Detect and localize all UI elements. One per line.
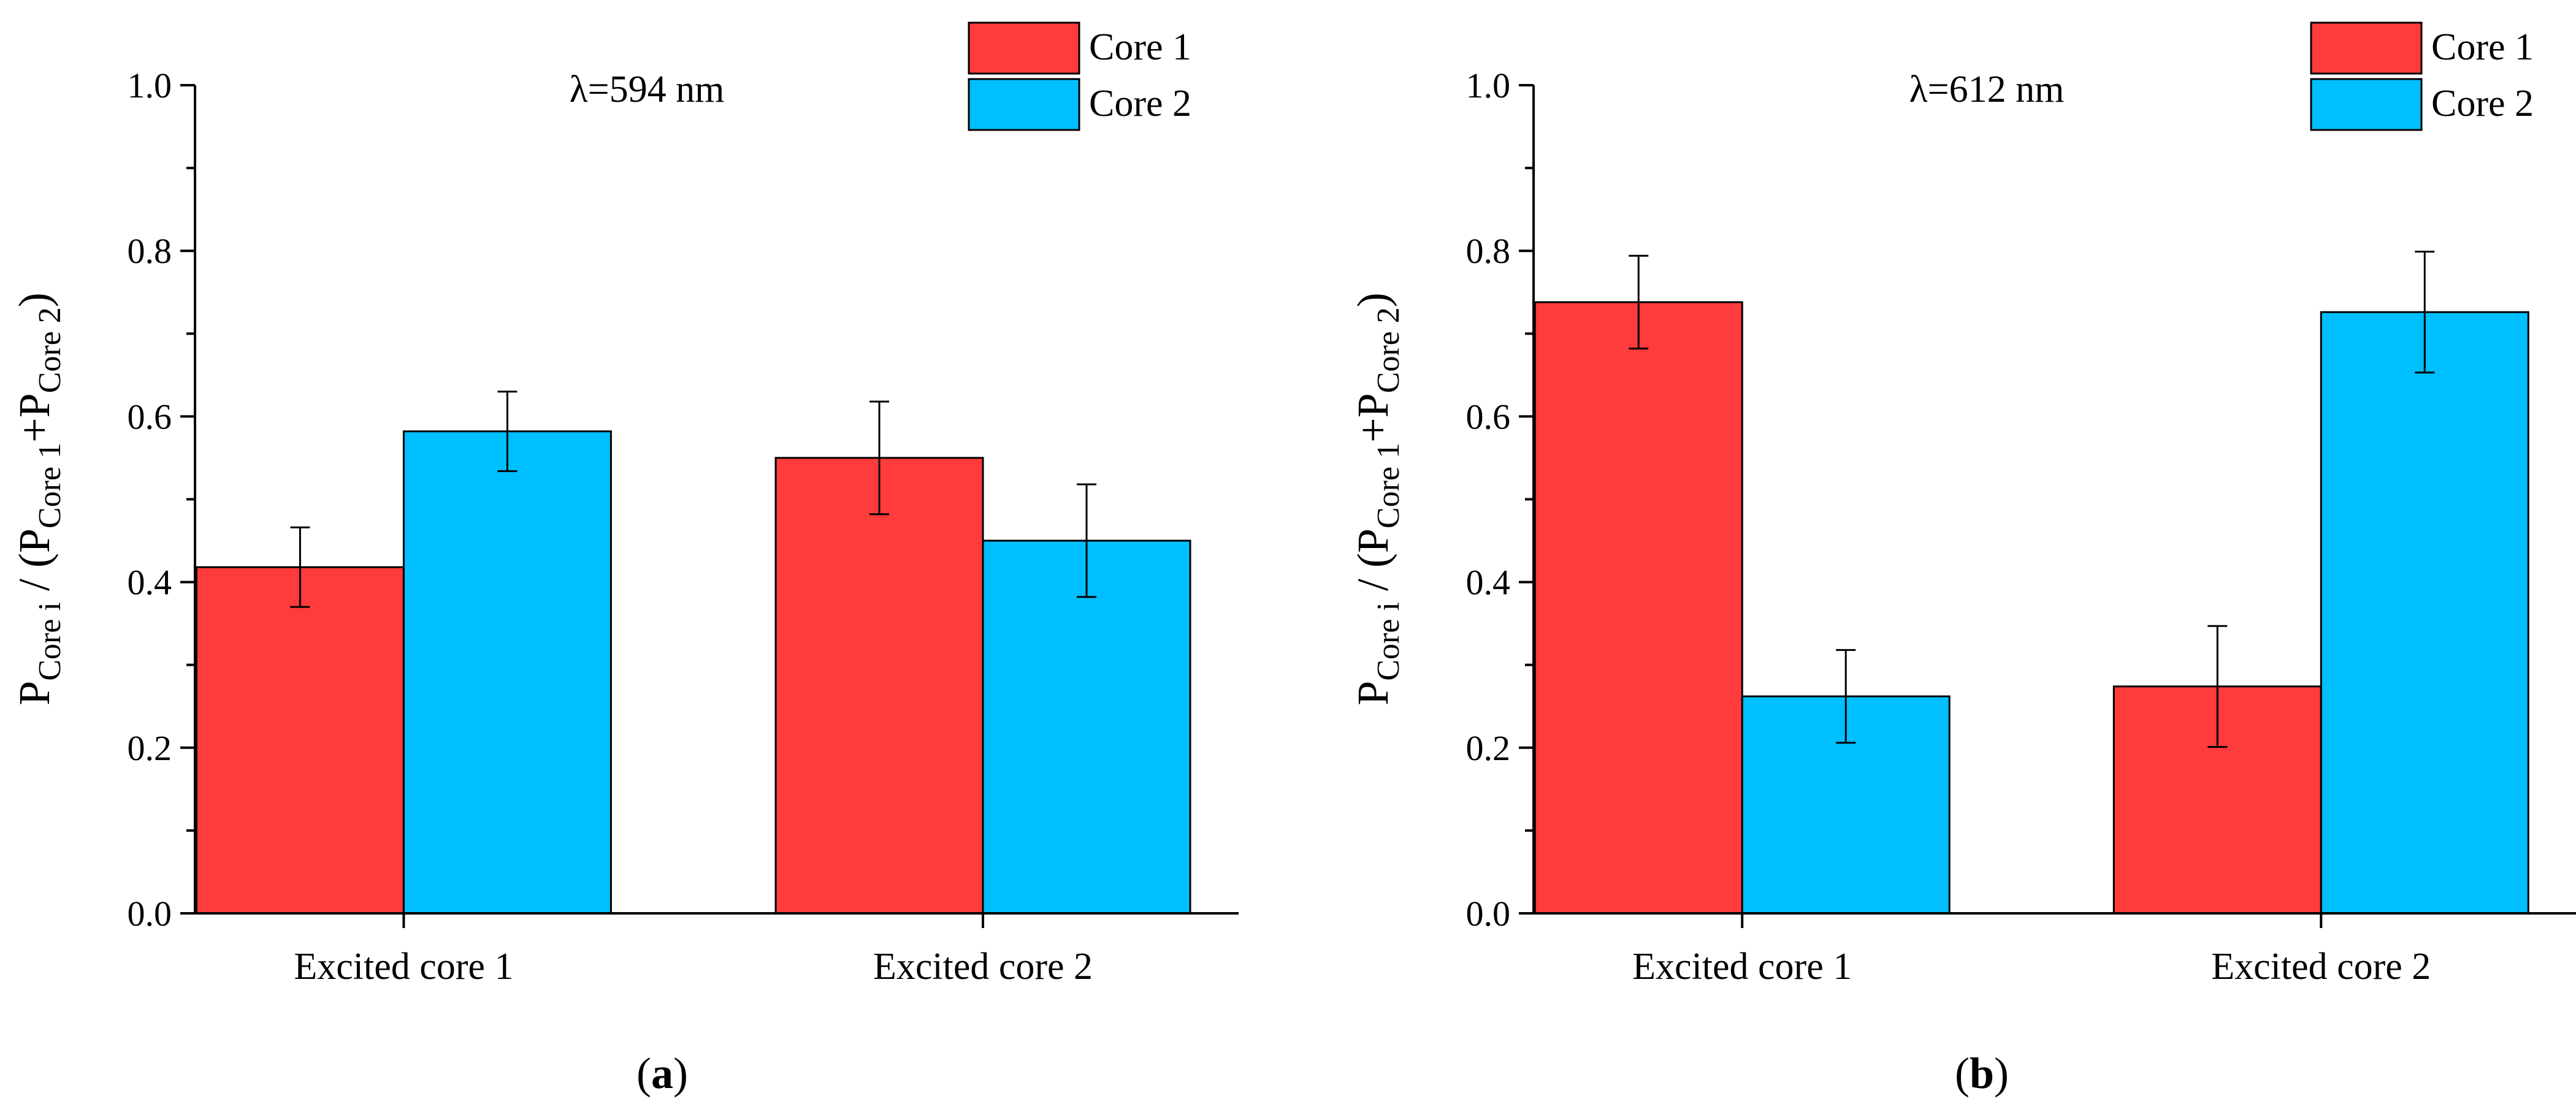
y-label-part: / (P xyxy=(10,528,59,602)
x-tick-label: Excited core 2 xyxy=(2211,946,2431,988)
y-tick-label: 0.2 xyxy=(1466,728,1511,768)
legend-swatch-1 xyxy=(2310,21,2423,75)
y-label-part: Core i xyxy=(1371,602,1406,681)
error-bar-a-1-2 xyxy=(497,390,518,473)
wavelength-annotation: λ=612 nm xyxy=(1909,69,2065,110)
bar-b-2-2 xyxy=(2320,311,2529,915)
y-label-part: Core 1 xyxy=(32,443,67,528)
y-label-part: Core 1 xyxy=(1371,443,1406,528)
legend-label-2: Core 2 xyxy=(2431,83,2534,124)
y-label-part: Core i xyxy=(32,602,67,681)
error-bar-b-1-2 xyxy=(1836,649,1856,744)
legend-swatch-2 xyxy=(2310,78,2423,131)
chart-panel-a: Excited core 1 Excited core 2 0.0 0.2 0.4 0.6… xyxy=(10,21,1239,1098)
wavelength-annotation: λ=594 nm xyxy=(570,69,725,110)
y-tick-label: 1.0 xyxy=(128,66,172,105)
legend-label-2: Core 2 xyxy=(1089,83,1191,124)
y-label-part: P xyxy=(10,681,59,706)
panel-label: (a) xyxy=(636,1049,688,1098)
y-tick-label: 1.0 xyxy=(1466,66,1511,105)
y-label-part: P xyxy=(1348,681,1397,706)
error-bar-a-1-1 xyxy=(290,526,310,608)
y-axis-label: PCore i / (PCore 1+PCore 2) xyxy=(10,292,67,705)
y-tick-label: 0.6 xyxy=(1466,397,1511,436)
y-label-part: ) xyxy=(10,292,59,307)
x-tick-label: Excited core 1 xyxy=(1632,946,1852,988)
y-tick-label: 0.4 xyxy=(1466,563,1511,603)
x-tick-label: Excited core 1 xyxy=(294,946,513,988)
y-tick-label: 0.0 xyxy=(1466,894,1511,934)
legend: Core 1 Core 2 xyxy=(968,21,1191,131)
y-tick-label: 0.8 xyxy=(128,231,172,271)
bar-a-2-1 xyxy=(774,457,984,915)
panel-label: (b) xyxy=(1955,1049,2009,1098)
error-bar-b-1-1 xyxy=(1629,254,1649,350)
error-bar-b-2-2 xyxy=(2415,251,2435,374)
panel-letter: a xyxy=(651,1049,673,1098)
y-tick-label: 0.4 xyxy=(128,563,172,603)
error-bar-a-2-2 xyxy=(1077,483,1097,598)
legend-label-1: Core 1 xyxy=(1089,26,1191,68)
panel-letter: b xyxy=(1970,1049,1994,1098)
y-tick-label: 0.6 xyxy=(128,397,172,436)
y-label-part: Core 2 xyxy=(32,307,67,393)
y-tick-label: 0.2 xyxy=(128,728,172,768)
y-label-part: Core 2 xyxy=(1371,307,1406,393)
y-label-part: +P xyxy=(10,393,59,443)
legend-label-1: Core 1 xyxy=(2431,26,2534,68)
error-bar-b-2-1 xyxy=(2207,625,2228,748)
legend-swatch-1 xyxy=(968,21,1080,75)
y-label-part: +P xyxy=(1348,393,1397,443)
x-tick-label: Excited core 2 xyxy=(873,946,1093,988)
y-axis-label: PCore i / (PCore 1+PCore 2) xyxy=(1348,292,1406,705)
bar-a-2-2 xyxy=(982,539,1191,915)
y-tick-label: 0.8 xyxy=(1466,231,1511,271)
y-label-part: / (P xyxy=(1348,528,1397,602)
bar-a-1-1 xyxy=(195,566,405,915)
chart-panel-b: Excited core 1 Excited core 2 0.0 0.2 0.4 0.6… xyxy=(1348,21,2576,1098)
legend-swatch-2 xyxy=(968,78,1080,131)
legend: Core 1 Core 2 xyxy=(2310,21,2534,131)
error-bar-a-2-1 xyxy=(869,400,890,516)
y-label-part: ) xyxy=(1348,292,1397,307)
y-tick-label: 0.0 xyxy=(128,894,172,934)
bar-b-1-1 xyxy=(1534,301,1743,915)
bar-a-1-2 xyxy=(402,430,612,915)
